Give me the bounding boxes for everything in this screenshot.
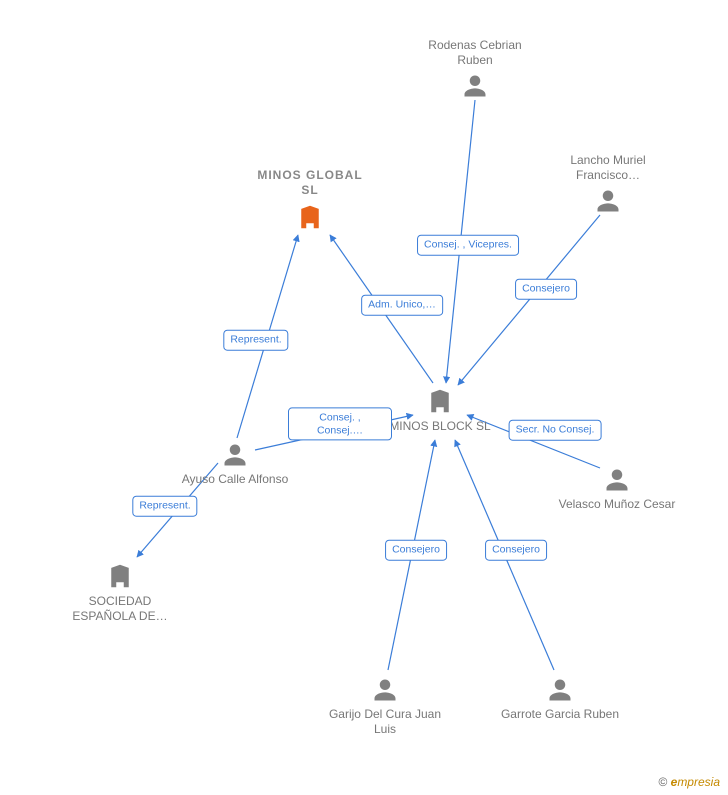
node-label: Ayuso Calle Alfonso [175,472,295,487]
building-icon [425,386,455,416]
edge-label-garrote-minos_block: Consejero [485,540,547,561]
node-label: Garijo Del Cura Juan Luis [325,707,445,737]
node-label: SOCIEDAD ESPAÑOLA DE… [60,594,180,624]
edge-label-ayuso-minos_global: Represent. [223,330,288,351]
edge-label-rodenas-minos_block: Consej. , Vicepres. [417,235,519,256]
node-sociedad_esp[interactable]: SOCIEDAD ESPAÑOLA DE… [60,561,180,624]
building-icon [295,202,325,232]
copyright: © empresia [658,775,720,789]
edge-label-ayuso-minos_block: Consej. , Consej.… [288,407,392,440]
edge-label-garijo-minos_block: Consejero [385,540,447,561]
person-icon [546,676,574,704]
node-label: Lancho Muriel Francisco… [548,153,668,183]
node-rodenas[interactable]: Rodenas Cebrian Ruben [415,38,535,100]
building-icon [105,561,135,591]
node-garijo[interactable]: Garijo Del Cura Juan Luis [325,676,445,737]
node-garrote[interactable]: Garrote Garcia Ruben [500,676,620,722]
person-icon [594,187,622,215]
node-minos_global[interactable]: MINOS GLOBAL SL [250,168,370,232]
brand-logo: empresia [671,775,720,789]
node-label: Rodenas Cebrian Ruben [415,38,535,68]
node-lancho[interactable]: Lancho Muriel Francisco… [548,153,668,215]
node-velasco[interactable]: Velasco Muñoz Cesar [557,466,677,512]
edge-label-lancho-minos_block: Consejero [515,279,577,300]
person-icon [603,466,631,494]
edge-label-ayuso-sociedad_esp: Represent. [132,496,197,517]
edge-label-velasco-minos_block: Secr. No Consej. [509,420,602,441]
person-icon [461,72,489,100]
person-icon [221,441,249,469]
node-label: MINOS BLOCK SL [380,419,500,434]
node-label: MINOS GLOBAL SL [250,168,370,198]
node-minos_block[interactable]: MINOS BLOCK SL [380,386,500,434]
person-icon [371,676,399,704]
node-ayuso[interactable]: Ayuso Calle Alfonso [175,441,295,487]
copyright-symbol: © [658,775,667,789]
edge-label-minos_block-minos_global: Adm. Unico,… [361,295,443,316]
node-label: Garrote Garcia Ruben [500,707,620,722]
node-label: Velasco Muñoz Cesar [557,497,677,512]
